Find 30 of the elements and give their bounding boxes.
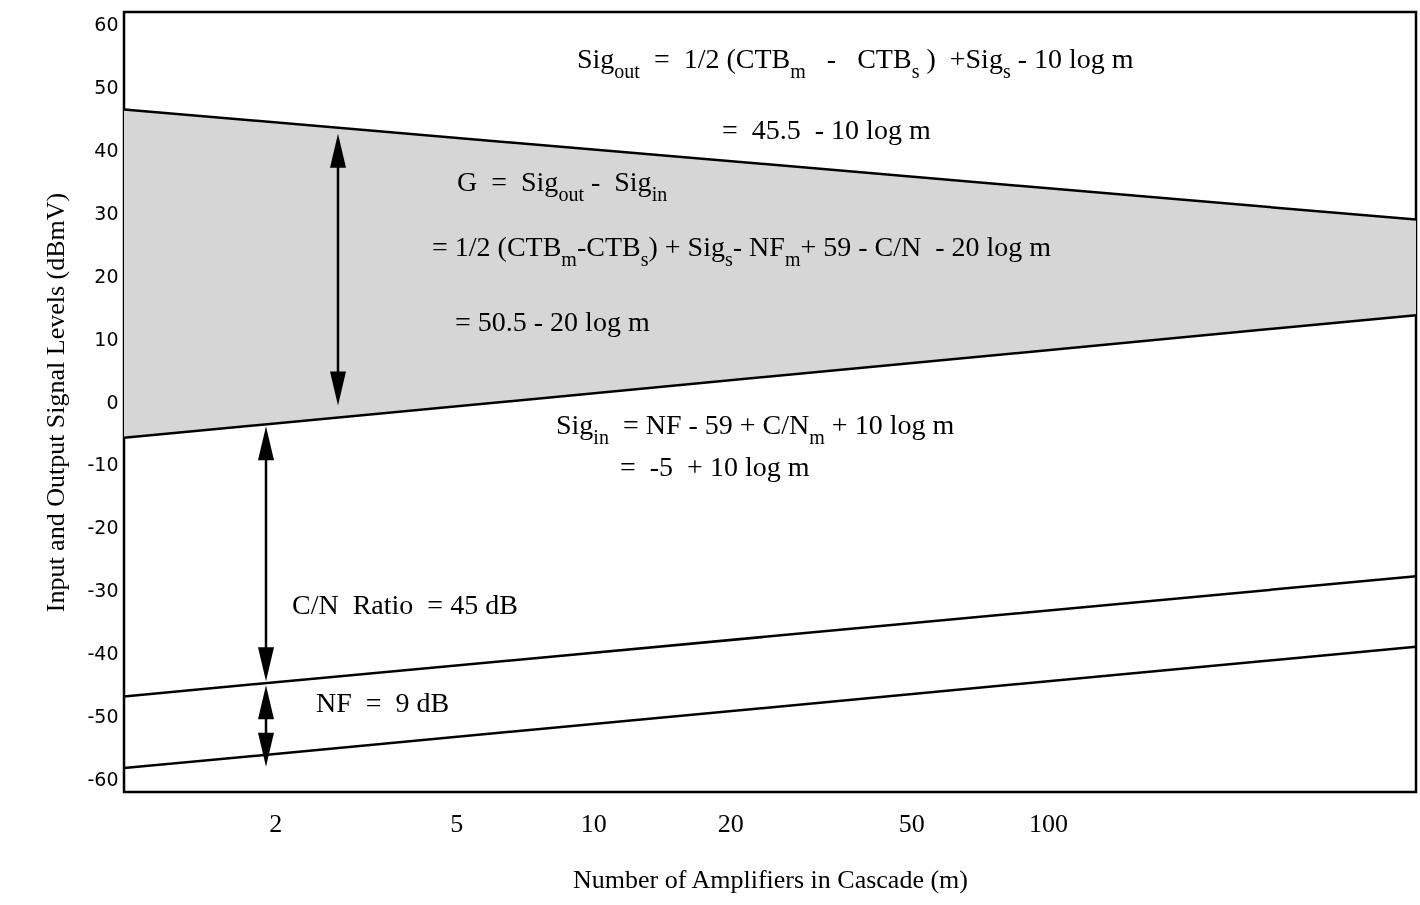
y-tick-label: -10 xyxy=(87,453,119,476)
annotation: = 50.5 - 20 log m xyxy=(455,306,650,338)
y-tick-label: 60 xyxy=(94,13,119,36)
x-tick-label: 10 xyxy=(580,808,607,838)
y-tick-label: 50 xyxy=(94,75,119,98)
text: = 1/2 (CTB$_{m}$-CTB$_{s}$) + Sig$_{s}$- NF$_{m}$+ 59 - C/N - 20 log m xyxy=(432,231,1052,270)
annotation: Sig$_{in}$ = NF - 59 + C/N$_{m}$ + 10 log m xyxy=(556,409,955,448)
annotation: G = Sig$_{out}$ - Sig$_{in}$ xyxy=(457,166,668,205)
y-tick-label: -20 xyxy=(87,516,119,539)
x-tick-label: 50 xyxy=(898,808,925,838)
x-tick-label: 2 xyxy=(269,808,283,838)
y-tick-label: -30 xyxy=(87,579,119,602)
x-tick-label: 100 xyxy=(1029,808,1069,838)
y-tick-label: 10 xyxy=(94,327,119,350)
x-tick-label: 5 xyxy=(450,808,464,838)
x-tick-label: 20 xyxy=(717,808,744,838)
y-axis-title: Input and Output Signal Levels (dBmV) xyxy=(41,192,71,613)
annotation: = 45.5 - 10 log m xyxy=(722,114,931,146)
text: Sig$_{out}$ = 1/2 (CTB$_{m}$ - CTB$_{s}$ ) +Sig$_{s}$ - 10 log m xyxy=(577,43,1134,82)
annotation: = -5 + 10 log m xyxy=(620,451,810,483)
y-tick-label: -50 xyxy=(87,705,119,728)
x-axis-title: Number of Amplifiers in Cascade (m) xyxy=(573,864,968,894)
y-tick-label: -40 xyxy=(87,642,119,665)
annotation: NF = 9 dB xyxy=(316,687,450,719)
y-tick-label: 30 xyxy=(94,201,119,224)
y-tick-label: -60 xyxy=(87,767,119,790)
y-tick-label: 0 xyxy=(106,390,119,413)
y-tick-label: 40 xyxy=(94,138,119,161)
annotation: C/N Ratio = 45 dB xyxy=(292,589,518,621)
y-tick-label: 20 xyxy=(94,264,119,287)
